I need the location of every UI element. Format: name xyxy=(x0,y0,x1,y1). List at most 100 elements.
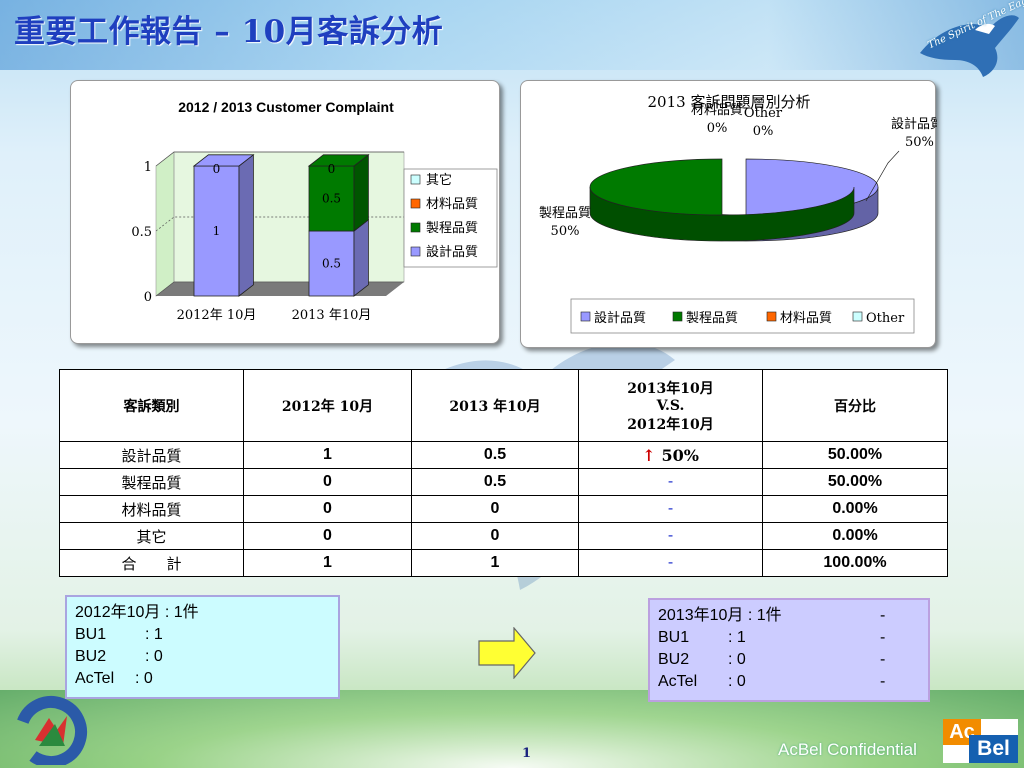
data-label: 0 xyxy=(328,162,336,176)
pie-slice xyxy=(589,158,723,216)
data-label: 0.5 xyxy=(322,257,341,271)
summary-2013-total: 2013年10月 : 1件 - xyxy=(658,605,920,627)
table-header-row: 客訴類別 2012年 10月 2013 年10月 2013年10月 V.S. 2… xyxy=(59,369,948,442)
cell-2013: 0.5 xyxy=(411,468,579,496)
cell-2013: 0.5 xyxy=(411,441,579,469)
data-label: 0.5 xyxy=(322,192,341,206)
slice-label-percent: 0% xyxy=(707,121,728,136)
legend-label: 設計品質 xyxy=(594,310,646,326)
table-row-total: 合 計 1 1 - 100.00% xyxy=(59,549,948,577)
x-tick-label: 2012年 10月 xyxy=(177,308,257,323)
row-value: : 0 xyxy=(135,670,153,687)
cell-percent: 0.00% xyxy=(762,522,948,550)
slice-label-name: Other xyxy=(744,106,783,121)
cell-percent: 0.00% xyxy=(762,495,948,523)
header-category: 客訴類別 xyxy=(59,369,244,442)
cell-category: 其它 xyxy=(59,522,244,550)
row-label: BU2 xyxy=(75,648,107,665)
cell-2013: 0 xyxy=(411,522,579,550)
dash-mark: - xyxy=(880,651,886,668)
eagle-logo-icon xyxy=(920,15,1019,78)
legend-label: 材料品質 xyxy=(780,311,832,326)
new-kinpo-logo-icon xyxy=(15,696,87,765)
complaint-table: 客訴類別 2012年 10月 2013 年10月 2013年10月 V.S. 2… xyxy=(59,369,948,577)
cell-2013: 1 xyxy=(411,549,579,577)
eagle-logo: The Spirit of The Eagle xyxy=(915,0,1024,78)
y-tick-label: 1 xyxy=(144,160,152,175)
cell-vs: - xyxy=(578,468,763,496)
x-tick-label: 2013 年10月 xyxy=(292,308,372,323)
cell-2012: 0 xyxy=(243,522,412,550)
bar-segment xyxy=(308,165,355,232)
cell-2013: 0 xyxy=(411,495,579,523)
bar-chart: 2012 / 2013 Customer Complaint 0 0.5 1 1 0 201… xyxy=(131,99,498,323)
summary-2013-row: BU2: 0 - xyxy=(658,649,920,671)
row-label: AcTel xyxy=(75,670,115,687)
summary-2013-row: BU1: 1 - xyxy=(658,627,920,649)
row-label: BU1 xyxy=(75,626,107,643)
bar-side xyxy=(353,153,369,232)
table-row: 材料品質 0 0 - 0.00% xyxy=(59,495,948,523)
slice-label-name: 設計品質 xyxy=(891,116,937,132)
data-label: 0 xyxy=(213,162,221,176)
cell-2012: 1 xyxy=(243,441,412,469)
pie-chart-panel: 2013 客訴問題層別分析 設計品質 50% 製程品質 50% 材料品質 0% Other 0%… xyxy=(520,80,943,348)
row-label: BU2 xyxy=(658,651,690,668)
header-vs: 2013年10月 V.S. 2012年10月 xyxy=(578,369,763,442)
cell-vs-value: 50% xyxy=(661,445,699,465)
cell-category: 設計品質 xyxy=(59,441,244,469)
summary-2012-total: 2012年10月 : 1件 xyxy=(75,604,199,621)
bar-chart-panel: 2012 / 2013 Customer Complaint 0 0.5 1 1 0 201… xyxy=(70,80,500,344)
acbel-logo-bottom: Bel xyxy=(969,735,1018,763)
chart-title: 2013 客訴問題層別分析 xyxy=(648,93,811,111)
cell-vs: - xyxy=(578,495,763,523)
footer-glow xyxy=(0,690,1024,768)
bar-top xyxy=(307,154,370,167)
summary-2012-box: 2012年10月 : 1件 BU1: 1 BU2: 0 AcTel: 0 xyxy=(65,595,340,699)
cell-vs: ↑ 50% xyxy=(578,441,763,469)
bar-top xyxy=(192,154,255,167)
acbel-logo-top: Ac xyxy=(943,719,981,745)
cell-vs: - xyxy=(578,549,763,577)
row-value: : 0 xyxy=(728,673,746,690)
legend-swatch xyxy=(580,311,591,322)
row-value: : 1 xyxy=(728,629,746,646)
cell-percent: 50.00% xyxy=(762,468,948,496)
legend-swatch xyxy=(766,311,777,322)
data-label: 1 xyxy=(213,224,221,238)
cell-percent: 50.00% xyxy=(762,441,948,469)
cell-category: 合 計 xyxy=(59,549,244,577)
dash-mark: - xyxy=(880,607,886,624)
header-vs-line1: 2013年10月 xyxy=(627,380,714,397)
legend-label: 材料品質 xyxy=(426,197,478,212)
cell-percent: 100.00% xyxy=(762,549,948,577)
slice-label-name: 材料品質 xyxy=(691,103,743,118)
summary-2013-box: 2013年10月 : 1件 - BU1 : 1 - BU2: 0 - AcTel : 0 - xyxy=(648,598,930,702)
cell-2012: 0 xyxy=(243,495,412,523)
cell-category: 材料品質 xyxy=(59,495,244,523)
slice-label-percent: 50% xyxy=(905,135,934,150)
bar-side xyxy=(238,153,254,297)
slide-title: 重要工作報告 – 10月客訴分析 xyxy=(14,14,444,50)
y-tick-label: 0 xyxy=(144,290,152,305)
y-tick-label: 0.5 xyxy=(131,225,152,240)
summary-2012-row: BU1: 1 xyxy=(75,624,330,646)
cell-2012: 0 xyxy=(243,468,412,496)
legend-label: 其它 xyxy=(426,172,452,188)
slice-label-name: 製程品質 xyxy=(539,206,591,221)
header-vs-line2: V.S. xyxy=(656,397,685,414)
cell-category: 製程品質 xyxy=(59,468,244,496)
row-label: AcTel xyxy=(658,673,698,690)
table-row: 其它 0 0 - 0.00% xyxy=(59,522,948,550)
page-number: 1 xyxy=(522,746,532,761)
table-row: 製程品質 0 0.5 - 50.00% xyxy=(59,468,948,496)
legend-label: 製程品質 xyxy=(426,221,478,236)
header-2012: 2012年 10月 xyxy=(243,369,412,442)
row-label: BU1 xyxy=(658,629,690,646)
confidential-label: AcBel Confidential xyxy=(778,740,917,759)
dash-mark: - xyxy=(880,673,886,690)
bar-side xyxy=(353,218,369,297)
up-arrow-icon: ↑ xyxy=(642,445,656,465)
slice-label-percent: 0% xyxy=(753,124,774,139)
